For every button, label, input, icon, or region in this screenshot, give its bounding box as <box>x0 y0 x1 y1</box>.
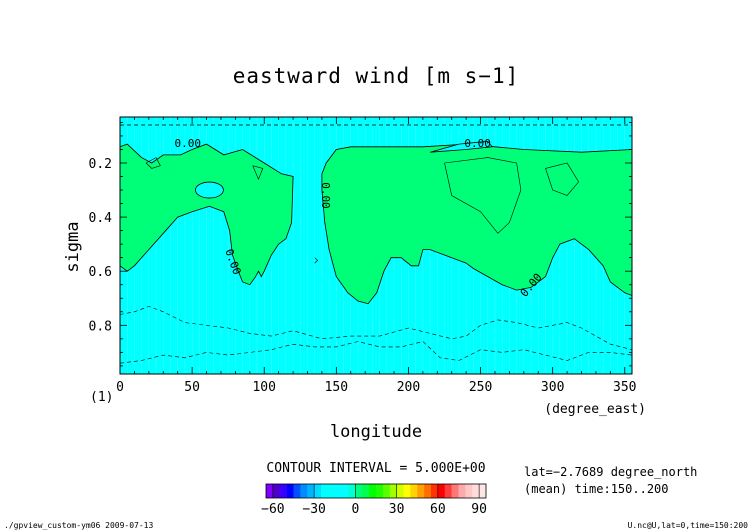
x-tick-label: 100 <box>252 380 275 395</box>
footer-right: U.nc@U,lat=0,time=150:200 <box>628 521 749 530</box>
colorbar-swatch <box>410 484 418 498</box>
x-tick-label: 200 <box>397 380 420 395</box>
contour-label: 0.00 <box>175 137 202 150</box>
negative-contours <box>120 306 632 364</box>
colorbar-swatch <box>451 484 459 498</box>
x-axis-title: longitude <box>330 422 422 442</box>
colorbar-swatch <box>444 484 452 498</box>
plot-area: 0.00 0.000.000.000.00 <box>119 116 633 375</box>
colorbar-swatch <box>431 484 439 498</box>
colorbar-tick-label: 90 <box>471 502 487 517</box>
colorbar-frame <box>265 483 487 499</box>
positive-wind-regions <box>120 140 632 305</box>
colorbar-swatch <box>376 484 384 498</box>
contour-label: 0.00 <box>464 137 491 150</box>
colorbar-swatch <box>266 484 274 498</box>
contour-label: 0.00 <box>319 182 332 209</box>
colorbar-swatch <box>362 484 370 498</box>
y-tick-label: 0.4 <box>89 211 113 226</box>
positive-region-0 <box>120 143 294 286</box>
colorbar-tick-label: 0 <box>351 502 359 517</box>
info-line-1: lat=−2.7689 degree_north <box>524 465 697 479</box>
colorbar-swatch <box>300 484 308 498</box>
y-axis-title: sigma <box>63 221 83 272</box>
inner-contour <box>314 257 319 264</box>
colorbar-swatch <box>341 484 349 498</box>
colorbar-swatch <box>479 484 487 498</box>
colorbar-swatch <box>437 484 446 498</box>
colorbar-swatch <box>327 484 336 498</box>
colorbar-swatch <box>272 484 281 498</box>
panel-label: (1) <box>90 390 113 405</box>
colorbar-swatch <box>389 484 397 498</box>
y-tick-label: 0.6 <box>89 265 112 280</box>
colorbar-swatch <box>396 484 404 498</box>
colorbar-swatch <box>348 484 356 498</box>
chart-title: eastward wind [m s−1] <box>233 64 520 88</box>
x-tick-label: 300 <box>541 380 564 395</box>
x-units-label: (degree_east) <box>544 402 646 417</box>
plot-frame <box>119 116 633 375</box>
colorbar-tick-label: 30 <box>389 502 405 517</box>
y-axis: 0.2 0.4 0.6 0.8 <box>89 122 632 367</box>
colorbar-tick-label: −30 <box>302 502 325 517</box>
colorbar-swatch <box>465 484 473 498</box>
colorbar-swatch <box>307 484 315 498</box>
x-axis: 0 50 100 150 200 250 300 350 <box>116 117 637 395</box>
colorbar-swatch <box>472 484 480 498</box>
colorbar-swatch <box>293 484 301 498</box>
colorbar-swatch <box>458 484 466 498</box>
negative-contour-0 <box>120 306 632 350</box>
negative-hole <box>195 181 224 199</box>
colorbar-swatch <box>321 484 329 498</box>
colorbar: −60 −30 0 30 60 90 <box>261 483 487 517</box>
footer-left: ./gpview_custom-ym06 2009-07-13 <box>4 521 153 530</box>
y-tick-label: 0.8 <box>89 319 112 334</box>
colorbar-swatch <box>286 484 294 498</box>
inner-contour <box>145 157 161 169</box>
y-tick-label: 0.2 <box>89 157 112 172</box>
info-line-2: (mean) time:150..200 <box>524 482 669 496</box>
colorbar-swatch <box>314 484 322 498</box>
colorbar-tick-label: −60 <box>261 502 284 517</box>
x-tick-label: 150 <box>325 380 348 395</box>
colorbar-swatch <box>403 484 411 498</box>
colorbar-swatch <box>417 484 425 498</box>
colorbar-swatch <box>369 484 377 498</box>
x-tick-label: 350 <box>613 380 636 395</box>
colorbar-swatch <box>355 484 363 498</box>
inner-contour <box>545 162 579 196</box>
colorbar-swatch <box>279 484 287 498</box>
x-tick-label: 0 <box>116 380 124 395</box>
inner-contour <box>252 165 264 180</box>
negative-hole <box>429 140 493 153</box>
x-tick-label: 250 <box>469 380 492 395</box>
colorbar-tick-label: 60 <box>430 502 446 517</box>
inner-contour <box>444 157 522 234</box>
x-tick-label: 50 <box>184 380 200 395</box>
colorbar-swatch <box>424 484 432 498</box>
contour-interval-label: CONTOUR INTERVAL = 5.000E+00 <box>266 461 485 476</box>
colorbar-swatch <box>334 484 342 498</box>
colorbar-swatch <box>382 484 391 498</box>
